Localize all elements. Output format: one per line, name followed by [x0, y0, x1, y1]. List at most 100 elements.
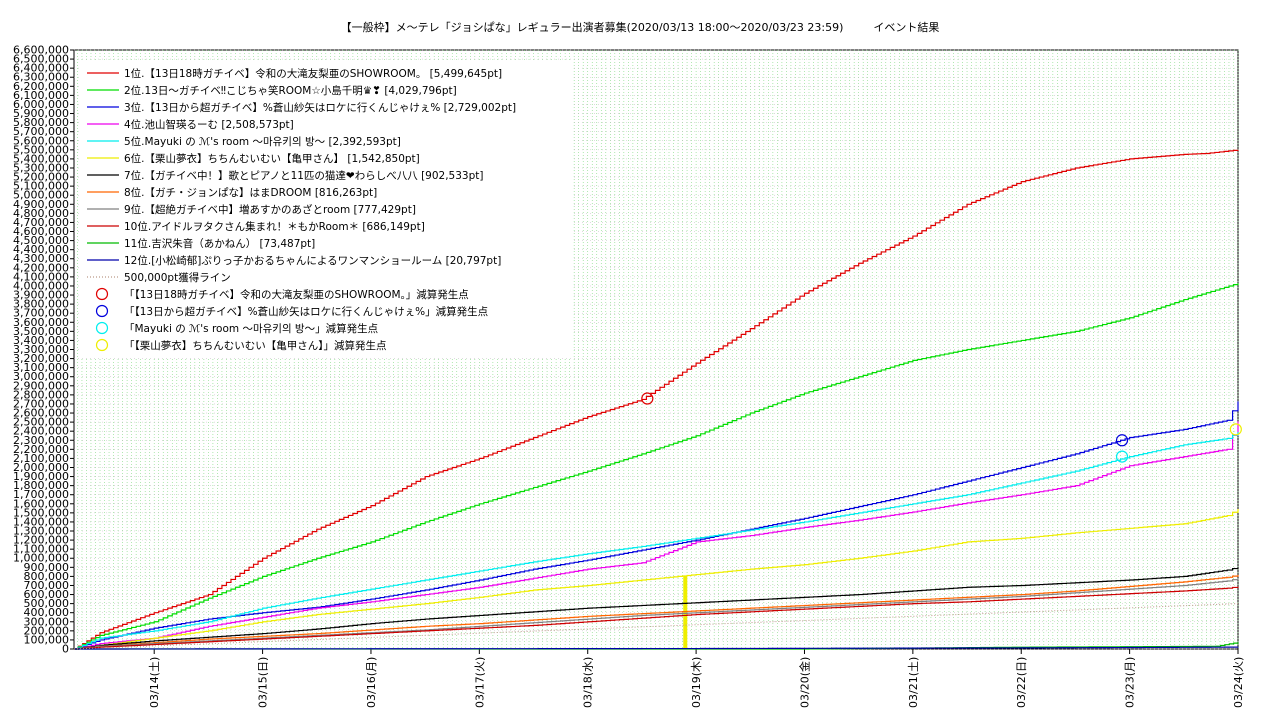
y-tick-label: 4,600,000: [13, 225, 69, 238]
y-tick-label: 1,400,000: [13, 515, 69, 528]
y-tick-label: 4,300,000: [13, 252, 69, 265]
y-tick-label: 3,500,000: [13, 325, 69, 338]
event-marker: [1115, 450, 1129, 463]
y-tick-label: 6,400,000: [13, 62, 69, 75]
legend-marker: [95, 338, 109, 352]
y-tick-label: 5,100,000: [13, 180, 69, 193]
y-tick-label: 1,100,000: [13, 543, 69, 556]
legend-label: 9位.【超絶ガチイベ中】増あすかのあざとroom [777,429pt]: [124, 203, 416, 216]
legend-label: 3位.【13日から超ガチイベ】%蒼山紗矢はロケに行くんじゃけぇ% [2,729,…: [124, 101, 516, 114]
legend-label: 8位.【ガチ・ジョンぱな】はまDROOM [816,263pt]: [124, 186, 377, 199]
series-line: [74, 401, 1239, 650]
y-tick-label: 4,500,000: [13, 234, 69, 247]
series-line: [74, 149, 1239, 650]
y-tick-label: 400,000: [24, 606, 70, 619]
chart-title-text: 【一般枠】メ～テレ「ジョシぱな」レギュラー出演者募集(2020/03/13 18…: [340, 21, 844, 34]
y-tick-label: 5,400,000: [13, 152, 69, 165]
legend-label: 11位.吉沢朱音（あかねん） [73,487pt]: [124, 237, 315, 250]
y-tick-label: 200,000: [24, 624, 70, 637]
series-line: [74, 283, 1239, 650]
y-tick-label: 3,700,000: [13, 307, 69, 320]
chart-title: 【一般枠】メ～テレ「ジョシぱな」レギュラー出演者募集(2020/03/13 18…: [0, 19, 1280, 35]
y-tick-label: 6,300,000: [13, 71, 69, 84]
y-tick-label: 6,200,000: [13, 80, 69, 93]
y-tick-label: 2,400,000: [13, 425, 69, 438]
chart-subtitle: イベント結果: [873, 21, 940, 34]
legend-marker: [95, 287, 109, 301]
legend-marker: [95, 321, 109, 335]
legend-label: 10位.アイドルヲタクさん集まれ！＊もかRoom＊ [686,149pt]: [124, 220, 425, 233]
legend-label: 500,000pt獲得ライン: [124, 271, 231, 284]
y-tick-label: 4,800,000: [13, 207, 69, 220]
y-tick-label: 6,600,000: [13, 44, 69, 57]
y-tick-label: 1,000,000: [13, 552, 69, 565]
y-tick-label: 3,800,000: [13, 298, 69, 311]
y-tick-label: 1,300,000: [13, 525, 69, 538]
y-tick-label: 900,000: [24, 561, 70, 574]
y-tick-label: 2,800,000: [13, 388, 69, 401]
series-line: [74, 421, 1239, 650]
y-tick-label: 2,200,000: [13, 443, 69, 456]
legend-box: [80, 60, 572, 358]
x-tick-label: 03/20(金): [797, 657, 811, 708]
y-tick-label: 500,000: [24, 597, 70, 610]
y-tick-label: 5,800,000: [13, 116, 69, 129]
series-line: [74, 431, 1239, 650]
y-tick-label: 6,000,000: [13, 98, 69, 111]
y-tick-label: 2,100,000: [13, 452, 69, 465]
x-tick-label: 03/24(火): [1232, 657, 1245, 708]
series-line: [74, 567, 1239, 650]
legend-label: 2位.13日～ガチイベ‼こじちゃ笑ROOM☆小島千明♛❣ [4,029,796p…: [124, 84, 457, 97]
x-tick-label: 03/21(土): [907, 657, 920, 708]
y-tick-label: 5,700,000: [13, 125, 69, 138]
y-tick-label: 5,000,000: [13, 189, 69, 202]
x-tick-label: 03/18(水): [582, 657, 595, 708]
y-tick-label: 300,000: [24, 615, 70, 628]
y-tick-label: 2,600,000: [13, 407, 69, 420]
y-tick-label: 1,900,000: [13, 470, 69, 483]
y-tick-label: 4,700,000: [13, 216, 69, 229]
series-line: [74, 646, 1239, 650]
x-tick-label: 03/22(日): [1015, 657, 1028, 708]
y-tick-label: 800,000: [24, 570, 70, 583]
y-tick-label: 4,900,000: [13, 198, 69, 211]
y-tick-label: 5,500,000: [13, 143, 69, 156]
y-tick-label: 100,000: [24, 633, 70, 646]
y-tick-label: 5,200,000: [13, 171, 69, 184]
y-tick-label: 4,100,000: [13, 270, 69, 283]
y-tick-label: 3,300,000: [13, 343, 69, 356]
y-tick-label: 1,700,000: [13, 488, 69, 501]
x-tick-label: 03/16(月): [365, 657, 378, 708]
x-tick-label: 03/19(木): [690, 657, 703, 708]
y-tick-label: 3,600,000: [13, 316, 69, 329]
series-line: [74, 508, 1239, 650]
series-line: [74, 574, 1239, 650]
legend-label: 「【栗山夢衣】ちちんむいむい【亀甲さん】」減算発生点: [124, 339, 387, 352]
legend-label: 6位.【栗山夢衣】ちちんむいむい【亀甲さん】 [1,542,850pt]: [124, 152, 420, 165]
y-tick-label: 3,100,000: [13, 361, 69, 374]
legend-label: 4位.池山智瑛るーむ [2,508,573pt]: [124, 118, 294, 131]
y-tick-label: 3,200,000: [13, 352, 69, 365]
x-tick-label: 03/17(火): [473, 657, 486, 708]
y-tick-label: 2,500,000: [13, 416, 69, 429]
y-tick-label: 4,400,000: [13, 243, 69, 256]
y-tick-label: 4,200,000: [13, 261, 69, 274]
event-marker: [1229, 423, 1242, 436]
y-tick-label: 6,500,000: [13, 53, 69, 66]
legend-label: 「【13日18時ガチイベ】令和の大滝友梨亜のSHOWROOM。」減算発生点: [124, 288, 469, 301]
y-tick-label: 3,900,000: [13, 289, 69, 302]
y-tick-label: 700,000: [24, 579, 70, 592]
y-tick-label: 2,900,000: [13, 379, 69, 392]
series-line: [73, 603, 1239, 650]
series-line: [74, 578, 1239, 650]
y-tick-label: 2,700,000: [13, 397, 69, 410]
yellow-bar: [683, 576, 688, 649]
y-tick-label: 1,600,000: [13, 497, 69, 510]
y-tick-label: 4,000,000: [13, 279, 69, 292]
y-tick-label: 0: [62, 643, 69, 656]
legend-label: 「【13日から超ガチイベ】%蒼山紗矢はロケに行くんじゃけぇ%」減算発生点: [124, 305, 488, 318]
x-tick-label: 03/23(月): [1124, 657, 1137, 708]
legend-label: 1位.【13日18時ガチイベ】令和の大滝友梨亜のSHOWROOM。 [5,499…: [124, 67, 502, 80]
y-tick-label: 2,300,000: [13, 434, 69, 447]
